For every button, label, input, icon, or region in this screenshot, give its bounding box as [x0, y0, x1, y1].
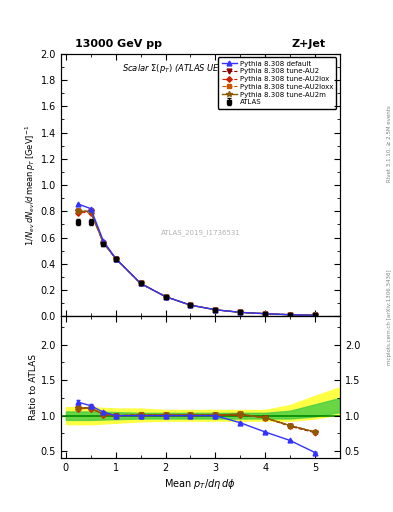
Pythia 8.308 tune-AU2m — [263, 311, 268, 317]
Text: Z+Jet: Z+Jet — [292, 38, 326, 49]
Line: Pythia 8.308 tune-AU2: Pythia 8.308 tune-AU2 — [76, 209, 318, 318]
Pythia 8.308 tune-AU2m — [238, 309, 242, 315]
Pythia 8.308 default — [288, 312, 292, 318]
Pythia 8.308 tune-AU2m — [113, 255, 118, 262]
Pythia 8.308 tune-AU2lox — [213, 307, 218, 313]
Pythia 8.308 tune-AU2m — [188, 302, 193, 308]
Pythia 8.308 default — [113, 255, 118, 262]
Pythia 8.308 tune-AU2m — [101, 240, 106, 246]
Legend: Pythia 8.308 default, Pythia 8.308 tune-AU2, Pythia 8.308 tune-AU2lox, Pythia 8.: Pythia 8.308 default, Pythia 8.308 tune-… — [218, 57, 336, 109]
Pythia 8.308 tune-AU2 — [288, 312, 292, 318]
Pythia 8.308 tune-AU2loxx — [238, 309, 242, 315]
Pythia 8.308 tune-AU2 — [188, 302, 193, 308]
Pythia 8.308 tune-AU2 — [163, 293, 168, 300]
Text: mcplots.cern.ch [arXiv:1306.3436]: mcplots.cern.ch [arXiv:1306.3436] — [387, 270, 391, 365]
Pythia 8.308 tune-AU2 — [76, 208, 81, 215]
Pythia 8.308 tune-AU2m — [213, 307, 218, 313]
Line: Pythia 8.308 default: Pythia 8.308 default — [76, 202, 318, 318]
Pythia 8.308 tune-AU2 — [313, 312, 318, 318]
Pythia 8.308 tune-AU2m — [313, 312, 318, 318]
Pythia 8.308 tune-AU2loxx — [263, 311, 268, 317]
Pythia 8.308 tune-AU2loxx — [138, 281, 143, 287]
Pythia 8.308 default — [88, 206, 93, 212]
Pythia 8.308 tune-AU2 — [101, 240, 106, 246]
Pythia 8.308 tune-AU2loxx — [163, 293, 168, 300]
X-axis label: Mean $p_T/d\eta\,d\phi$: Mean $p_T/d\eta\,d\phi$ — [165, 477, 236, 492]
Pythia 8.308 default — [238, 309, 242, 315]
Pythia 8.308 default — [163, 293, 168, 300]
Text: Scalar $\Sigma(p_T)$ (ATLAS UE in Z production): Scalar $\Sigma(p_T)$ (ATLAS UE in Z prod… — [123, 61, 290, 75]
Pythia 8.308 tune-AU2lox — [76, 209, 81, 216]
Pythia 8.308 default — [188, 302, 193, 308]
Pythia 8.308 tune-AU2m — [288, 312, 292, 318]
Pythia 8.308 tune-AU2lox — [263, 311, 268, 317]
Text: 13000 GeV pp: 13000 GeV pp — [75, 38, 162, 49]
Pythia 8.308 tune-AU2 — [138, 281, 143, 287]
Pythia 8.308 tune-AU2loxx — [213, 307, 218, 313]
Pythia 8.308 tune-AU2 — [263, 311, 268, 317]
Pythia 8.308 tune-AU2 — [88, 208, 93, 215]
Pythia 8.308 tune-AU2lox — [163, 293, 168, 300]
Line: Pythia 8.308 tune-AU2loxx: Pythia 8.308 tune-AU2loxx — [76, 209, 317, 317]
Pythia 8.308 tune-AU2loxx — [101, 240, 106, 246]
Pythia 8.308 default — [213, 307, 218, 313]
Pythia 8.308 tune-AU2loxx — [188, 302, 193, 308]
Pythia 8.308 tune-AU2lox — [101, 240, 106, 246]
Pythia 8.308 tune-AU2lox — [88, 209, 93, 216]
Pythia 8.308 tune-AU2lox — [288, 312, 292, 318]
Pythia 8.308 tune-AU2 — [113, 255, 118, 262]
Text: ATLAS_2019_I1736531: ATLAS_2019_I1736531 — [160, 229, 241, 236]
Y-axis label: Ratio to ATLAS: Ratio to ATLAS — [29, 354, 38, 420]
Line: Pythia 8.308 tune-AU2m: Pythia 8.308 tune-AU2m — [75, 208, 318, 318]
Pythia 8.308 tune-AU2loxx — [313, 312, 318, 318]
Pythia 8.308 default — [138, 281, 143, 287]
Pythia 8.308 tune-AU2loxx — [76, 208, 81, 215]
Pythia 8.308 tune-AU2m — [138, 281, 143, 287]
Pythia 8.308 default — [263, 311, 268, 317]
Pythia 8.308 tune-AU2lox — [238, 309, 242, 315]
Pythia 8.308 tune-AU2loxx — [88, 208, 93, 215]
Pythia 8.308 tune-AU2m — [88, 208, 93, 215]
Text: Rivet 3.1.10, ≥ 2.5M events: Rivet 3.1.10, ≥ 2.5M events — [387, 105, 391, 182]
Pythia 8.308 default — [76, 201, 81, 207]
Pythia 8.308 tune-AU2loxx — [288, 312, 292, 318]
Pythia 8.308 tune-AU2lox — [113, 255, 118, 262]
Y-axis label: $1/N_{ev}\,dN_{ev}/d\,\mathrm{mean}\,p_T\,[\mathrm{GeV}]^{-1}$: $1/N_{ev}\,dN_{ev}/d\,\mathrm{mean}\,p_T… — [24, 124, 38, 246]
Pythia 8.308 tune-AU2m — [163, 293, 168, 300]
Pythia 8.308 tune-AU2lox — [138, 281, 143, 287]
Pythia 8.308 tune-AU2loxx — [113, 255, 118, 262]
Pythia 8.308 default — [101, 238, 106, 244]
Pythia 8.308 tune-AU2 — [213, 307, 218, 313]
Pythia 8.308 tune-AU2lox — [188, 302, 193, 308]
Pythia 8.308 tune-AU2 — [238, 309, 242, 315]
Pythia 8.308 tune-AU2m — [76, 208, 81, 215]
Pythia 8.308 tune-AU2lox — [313, 312, 318, 318]
Line: Pythia 8.308 tune-AU2lox: Pythia 8.308 tune-AU2lox — [76, 210, 317, 317]
Pythia 8.308 default — [313, 312, 318, 318]
